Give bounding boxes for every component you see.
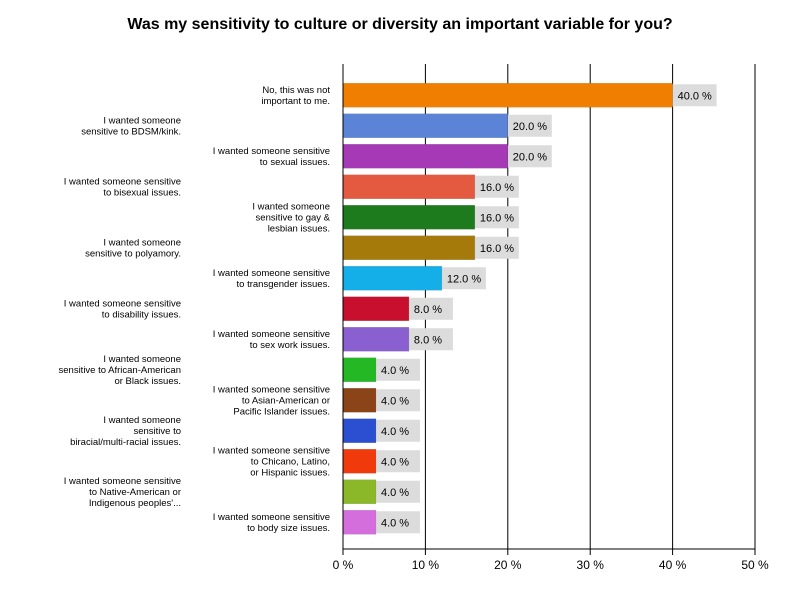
category-label: I wanted someone sensitive — [213, 268, 330, 279]
value-label-bg — [408, 328, 453, 351]
bar — [342, 327, 410, 352]
category-label: to body size issues. — [247, 523, 330, 534]
category-label: I wanted someone sensitive — [64, 176, 181, 187]
value-label: 4.0 % — [381, 395, 409, 407]
category-label: No, this was not — [262, 85, 330, 96]
value-label-bg — [375, 511, 420, 534]
category-label: to sex work issues. — [250, 340, 330, 351]
category-label: to Native-American or — [89, 487, 181, 498]
value-label: 16.0 % — [480, 212, 514, 224]
value-label-bg — [375, 480, 420, 503]
value-label: 4.0 % — [381, 456, 409, 468]
bar — [342, 144, 509, 169]
category-label: I wanted someone — [103, 115, 181, 126]
category-label: to sexual issues. — [260, 157, 330, 168]
category-label: sensitive to — [133, 426, 181, 437]
value-label-bg — [507, 114, 552, 137]
bar — [342, 296, 410, 321]
value-label: 40.0 % — [678, 90, 712, 102]
bar — [342, 174, 476, 199]
category-label: sensitive to polyamory. — [85, 248, 181, 259]
category-label: or Black issues. — [114, 376, 181, 387]
value-label: 16.0 % — [480, 243, 514, 255]
bar — [342, 418, 377, 443]
category-label: I wanted someone — [103, 354, 181, 365]
category-label: sensitive to African-American — [59, 365, 182, 376]
category-label: Pacific Islander issues. — [233, 406, 330, 417]
value-label: 16.0 % — [480, 182, 514, 194]
value-label-bg — [672, 84, 717, 107]
value-label-bg — [474, 175, 519, 198]
value-label: 4.0 % — [381, 517, 409, 529]
value-label: 4.0 % — [381, 365, 409, 377]
value-label-bg — [375, 419, 420, 442]
bar — [342, 113, 509, 138]
category-label: I wanted someone — [252, 201, 330, 212]
category-label: to Chicano, Latino, — [251, 456, 330, 467]
category-label: to disability issues. — [102, 309, 181, 320]
category-label: biracial/multi-racial issues. — [70, 437, 181, 448]
bar — [342, 510, 377, 535]
value-label-bg — [408, 297, 453, 320]
bar — [342, 83, 673, 108]
category-label: lesbian issues. — [268, 223, 330, 234]
bar — [342, 235, 476, 260]
category-label: important to me. — [261, 96, 330, 107]
value-label-bg — [375, 389, 420, 412]
x-tick-label: 20 % — [494, 558, 522, 572]
x-tick-label: 0 % — [333, 558, 354, 572]
category-label: sensitive to BDSM/kink. — [81, 126, 181, 137]
bar — [342, 357, 377, 382]
value-label-bg — [441, 267, 486, 290]
category-label: I wanted someone sensitive — [213, 445, 330, 456]
category-label: sensitive to gay & — [256, 212, 331, 223]
value-label: 4.0 % — [381, 487, 409, 499]
x-tick-label: 40 % — [659, 558, 687, 572]
category-label: I wanted someone sensitive — [213, 146, 330, 157]
bar — [342, 479, 377, 504]
value-label: 4.0 % — [381, 426, 409, 438]
category-label: Indigenous peoples'... — [89, 498, 181, 509]
category-label: I wanted someone sensitive — [64, 298, 181, 309]
category-label: I wanted someone sensitive — [213, 384, 330, 395]
category-label: to transgender issues. — [237, 279, 330, 290]
value-label-bg — [474, 206, 519, 229]
bar — [342, 449, 377, 474]
value-label: 12.0 % — [447, 273, 481, 285]
value-label-bg — [474, 236, 519, 259]
category-label: to Asian-American or — [242, 395, 330, 406]
category-label: I wanted someone sensitive — [213, 329, 330, 340]
value-label: 8.0 % — [414, 304, 442, 316]
value-label-bg — [375, 358, 420, 381]
category-label: I wanted someone sensitive — [213, 512, 330, 523]
x-tick-label: 30 % — [577, 558, 605, 572]
bar — [342, 388, 377, 413]
value-label: 20.0 % — [513, 121, 547, 133]
category-label: I wanted someone sensitive — [64, 476, 181, 487]
chart-title: Was my sensitivity to culture or diversi… — [127, 16, 673, 33]
bar — [342, 205, 476, 230]
category-label: I wanted someone — [103, 415, 181, 426]
value-label: 8.0 % — [414, 334, 442, 346]
category-label: to bisexual issues. — [103, 187, 181, 198]
category-label: I wanted someone — [103, 237, 181, 248]
value-label: 20.0 % — [513, 151, 547, 163]
x-tick-label: 50 % — [741, 558, 769, 572]
bar — [342, 266, 443, 291]
category-label: or Hispanic issues. — [250, 467, 330, 478]
x-tick-label: 10 % — [412, 558, 440, 572]
value-label-bg — [507, 145, 552, 168]
value-label-bg — [375, 450, 420, 473]
